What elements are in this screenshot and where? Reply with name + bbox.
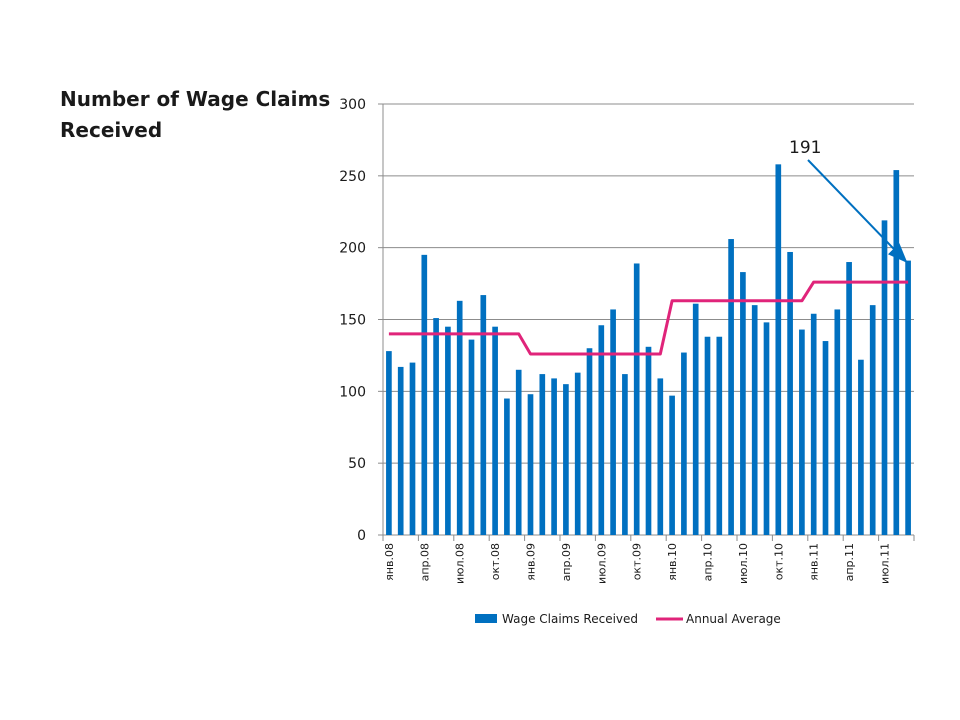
bar xyxy=(822,341,829,535)
annotation-label: 191 xyxy=(789,138,821,158)
legend-swatch-bars xyxy=(475,614,497,623)
slide-title: Number of Wage Claims Received xyxy=(60,87,331,142)
bar xyxy=(692,303,699,535)
bar xyxy=(716,336,723,535)
bar xyxy=(622,374,628,535)
bar xyxy=(421,254,428,535)
bar xyxy=(704,336,711,535)
x-tick-label: окт.09 xyxy=(631,543,644,580)
bar xyxy=(433,318,439,535)
x-tick-label: янв.09 xyxy=(525,543,538,581)
bar xyxy=(492,326,498,535)
legend-label-bars: Wage Claims Received xyxy=(502,612,638,626)
y-tick-label: 0 xyxy=(357,528,366,544)
bar xyxy=(740,272,746,535)
x-tick-label: янв.11 xyxy=(808,543,821,581)
bar xyxy=(834,309,841,535)
x-tick-label: апр.08 xyxy=(418,543,431,581)
y-tick-label: 300 xyxy=(339,97,366,113)
bar xyxy=(515,369,522,535)
y-tick-label: 250 xyxy=(339,169,366,185)
bar xyxy=(480,295,487,535)
bar xyxy=(751,305,758,535)
bar xyxy=(858,359,864,535)
legend-label-line: Annual Average xyxy=(686,612,781,626)
bar xyxy=(905,260,911,535)
y-tick-label: 200 xyxy=(339,241,366,257)
x-tick-label: июл.08 xyxy=(454,543,467,584)
x-tick-label: янв.10 xyxy=(666,543,679,581)
x-tick-label: июл.09 xyxy=(595,543,608,584)
x-tick-label: июл.10 xyxy=(737,543,750,584)
bar xyxy=(810,313,817,535)
x-tick-label: апр.10 xyxy=(702,543,715,581)
y-tick-label: 150 xyxy=(339,313,366,329)
bar xyxy=(551,378,557,535)
bar xyxy=(397,366,404,535)
bar xyxy=(881,220,888,535)
bar xyxy=(657,378,664,535)
bar xyxy=(799,329,805,535)
bar xyxy=(563,384,569,535)
bar xyxy=(504,398,510,535)
x-tick-label: окт.10 xyxy=(772,543,785,580)
bar xyxy=(681,352,687,535)
bar xyxy=(775,164,782,535)
annual-average-line xyxy=(388,280,909,356)
bar xyxy=(527,394,534,535)
bar xyxy=(574,372,581,535)
bar xyxy=(728,239,734,535)
annotation-arrow xyxy=(807,159,908,264)
bar xyxy=(445,326,451,535)
x-tick-label: янв.08 xyxy=(383,543,396,581)
bar xyxy=(846,262,852,535)
bar xyxy=(645,346,652,535)
x-tick-label: окт.08 xyxy=(489,543,502,580)
bar xyxy=(598,325,605,535)
bar xyxy=(409,362,416,535)
bar xyxy=(456,300,463,535)
y-tick-label: 100 xyxy=(339,384,366,400)
bar xyxy=(539,374,546,535)
bar xyxy=(869,305,876,535)
bar xyxy=(787,251,793,535)
bar xyxy=(610,309,616,535)
bar xyxy=(633,263,640,535)
bar xyxy=(669,395,675,535)
x-tick-label: апр.09 xyxy=(560,543,573,581)
y-tick-label: 50 xyxy=(348,456,366,472)
x-tick-label: июл.11 xyxy=(879,543,892,584)
x-tick-label: апр.11 xyxy=(843,543,856,581)
bar xyxy=(468,339,475,535)
bar xyxy=(386,351,392,535)
bar xyxy=(893,170,900,535)
bar xyxy=(586,348,593,535)
bar xyxy=(763,322,770,535)
